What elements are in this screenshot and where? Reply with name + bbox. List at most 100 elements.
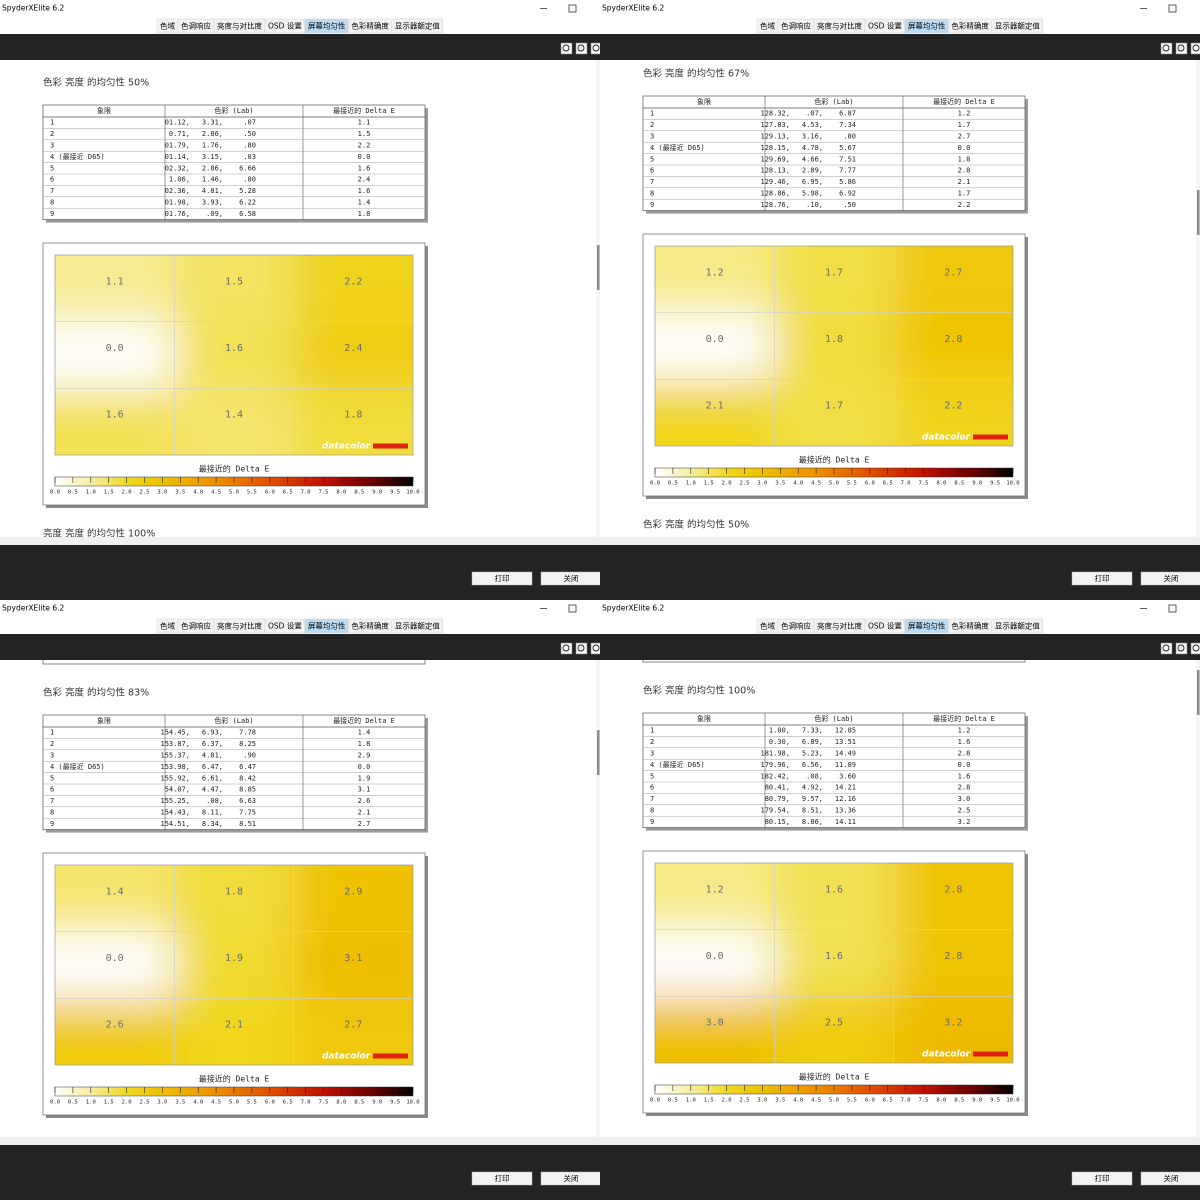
table-cell: .80 <box>243 142 256 150</box>
heatmap-cell <box>174 865 294 932</box>
tab-label[interactable]: 色域 <box>160 621 175 631</box>
tab-label[interactable]: 色彩精确度 <box>351 621 389 631</box>
table-cell: 2 <box>50 130 54 138</box>
button[interactable] <box>1140 1171 1200 1186</box>
button[interactable] <box>1140 571 1200 586</box>
tab[interactable] <box>991 18 1044 34</box>
tab-label[interactable]: 色域 <box>760 21 775 31</box>
table-cell: 2.8 <box>958 784 971 792</box>
colorbar-tick-label: 2.0 <box>722 481 732 487</box>
zoom-icon[interactable] <box>1190 642 1200 655</box>
tab-label[interactable]: OSD 设置 <box>268 621 302 631</box>
zoom-icon[interactable] <box>1190 42 1200 55</box>
tab-label[interactable]: 显示器额定值 <box>395 621 440 631</box>
heatmap-cell <box>655 929 775 997</box>
colorbar-tick-label: 1.0 <box>686 481 696 487</box>
table-cell: 14.49 <box>835 750 856 758</box>
zoom-icon[interactable] <box>1160 642 1173 655</box>
table-cell: 14.21 <box>835 784 856 792</box>
button-label[interactable]: 打印 <box>495 1173 510 1183</box>
button[interactable] <box>471 571 533 586</box>
button-label[interactable]: 打印 <box>1095 573 1110 583</box>
tab[interactable] <box>991 618 1044 634</box>
button[interactable] <box>540 571 600 586</box>
table-cell: 6.87 <box>839 110 856 118</box>
scroll-thumb[interactable] <box>597 245 600 290</box>
tab-label[interactable]: 亮度与对比度 <box>217 21 262 31</box>
heatmap-label: 2.1 <box>225 1020 243 1031</box>
tab-label[interactable]: 显示器额定值 <box>395 21 440 31</box>
tab-label[interactable]: OSD 设置 <box>268 21 302 31</box>
button-label[interactable]: 关闭 <box>1164 573 1179 583</box>
button-label[interactable]: 关闭 <box>1164 1173 1179 1183</box>
table-cell: 129.13, <box>760 133 790 141</box>
table-cell: 6 <box>650 784 654 792</box>
heatmap-label: 1.7 <box>825 267 843 278</box>
zoom-icon[interactable] <box>575 642 588 655</box>
tab-label[interactable]: 色彩精确度 <box>951 21 989 31</box>
button[interactable] <box>1071 1171 1133 1186</box>
zoom-icon[interactable] <box>560 42 573 55</box>
tab-label[interactable]: 色调响应 <box>181 621 211 631</box>
tab-label[interactable]: 屏幕均匀性 <box>308 621 346 631</box>
table-cell: 1.6 <box>958 772 971 780</box>
button[interactable] <box>471 1171 533 1186</box>
heatmap-cell <box>293 931 413 999</box>
zoom-icon[interactable] <box>575 42 588 55</box>
maximize-button[interactable] <box>1168 604 1177 613</box>
tab-label[interactable]: 色域 <box>760 621 775 631</box>
section-title: 色彩 亮度 的均匀性 100% <box>643 685 755 697</box>
tab-label[interactable]: 色调响应 <box>781 21 811 31</box>
tab-label[interactable]: 显示器额定值 <box>995 621 1040 631</box>
table-header: 象限 <box>697 97 711 106</box>
zoom-icon[interactable] <box>1175 42 1188 55</box>
table-cell: 2.8 <box>958 750 971 758</box>
button[interactable] <box>1071 571 1133 586</box>
table-cell: 1.5 <box>358 130 371 138</box>
zoom-icon[interactable] <box>1175 642 1188 655</box>
maximize-button[interactable] <box>568 4 577 13</box>
table-cell: .80 <box>843 133 856 141</box>
table-cell: 6.22 <box>239 199 256 207</box>
zoom-icon[interactable] <box>1160 42 1173 55</box>
scroll-thumb[interactable] <box>597 730 600 775</box>
zoom-icon[interactable] <box>560 642 573 655</box>
zoom-glass <box>562 44 570 52</box>
tab-label[interactable]: OSD 设置 <box>868 21 902 31</box>
tab-label[interactable]: 色调响应 <box>181 21 211 31</box>
tab-label[interactable]: 屏幕均匀性 <box>908 621 946 631</box>
maximize-button[interactable] <box>568 604 577 613</box>
colorbar-tick-label: 9.0 <box>972 481 982 487</box>
scroll-thumb[interactable] <box>1197 190 1200 235</box>
button-label[interactable]: 关闭 <box>564 573 579 583</box>
heatmap-label: 0.0 <box>706 334 724 345</box>
colorbar-tick-label: 4.0 <box>793 481 803 487</box>
table-cell: 4.92, <box>802 784 823 792</box>
tab-label[interactable]: 亮度与对比度 <box>217 621 262 631</box>
tab[interactable] <box>391 18 444 34</box>
tab-label[interactable]: 色彩精确度 <box>951 621 989 631</box>
tab-label[interactable]: 色调响应 <box>781 621 811 631</box>
button-label[interactable]: 打印 <box>495 573 510 583</box>
tab-label[interactable]: 屏幕均匀性 <box>308 21 346 31</box>
table-cell: 2.5 <box>958 807 971 815</box>
button[interactable] <box>540 1171 600 1186</box>
tab-label[interactable]: 亮度与对比度 <box>817 21 862 31</box>
zoom-icon[interactable] <box>590 642 600 655</box>
maximize-button[interactable] <box>1168 4 1177 13</box>
table-cell: .08, <box>806 772 823 780</box>
tab-label[interactable]: 色彩精确度 <box>351 21 389 31</box>
table-cell: 128.32, <box>760 110 790 118</box>
table-cell: .07 <box>243 119 256 127</box>
tab-label[interactable]: 屏幕均匀性 <box>908 21 946 31</box>
tab-label[interactable]: 色域 <box>160 21 175 31</box>
tab-label[interactable]: 显示器额定值 <box>995 21 1040 31</box>
tab-label[interactable]: 亮度与对比度 <box>817 621 862 631</box>
zoom-icon[interactable] <box>590 42 600 55</box>
tab-label[interactable]: OSD 设置 <box>868 621 902 631</box>
scroll-thumb[interactable] <box>1197 670 1200 715</box>
toolbar <box>0 634 600 660</box>
button-label[interactable]: 关闭 <box>564 1173 579 1183</box>
button-label[interactable]: 打印 <box>1095 1173 1110 1183</box>
tab[interactable] <box>391 618 444 634</box>
